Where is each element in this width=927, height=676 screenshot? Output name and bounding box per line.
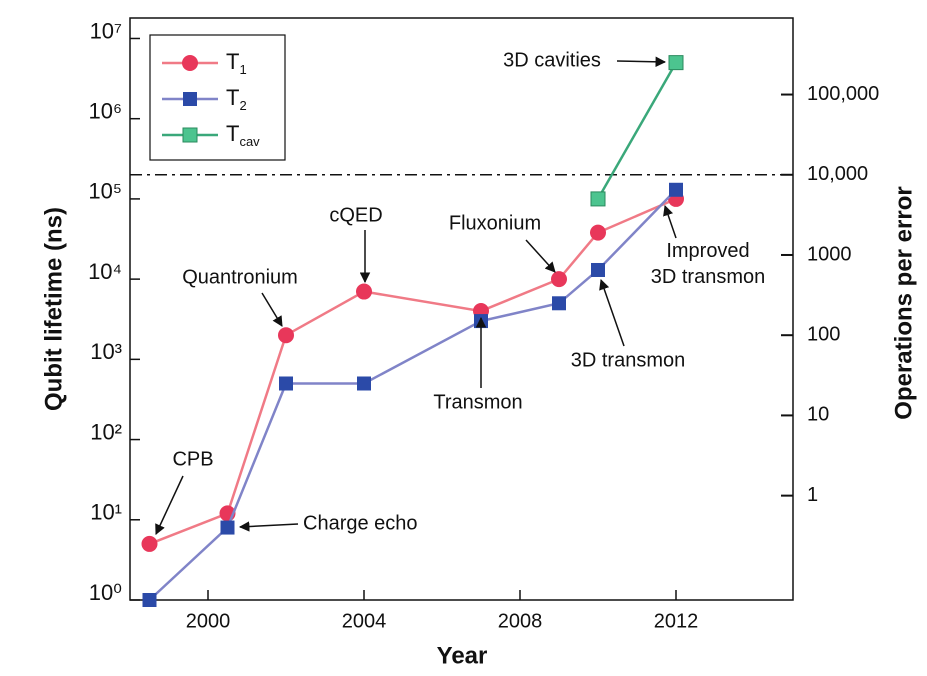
y2-tick-label: 10,000: [807, 163, 868, 185]
annotation-arrow: [616, 56, 667, 68]
annotation: Fluxonium: [449, 212, 541, 234]
y-axis-label: Qubit lifetime (ns): [40, 207, 67, 411]
y2-tick-label: 10: [807, 404, 829, 426]
point: [356, 283, 372, 300]
annotation: 3D cavities: [503, 49, 601, 71]
annotation-arrow: [599, 279, 625, 347]
annotation: Improved 3D transmon: [651, 240, 766, 288]
legend-label: Tcav: [226, 121, 260, 150]
legend-label-main: T: [226, 121, 239, 146]
legend-label-sub: cav: [239, 134, 260, 149]
point: [142, 593, 157, 607]
legend-box: [149, 34, 286, 161]
y-tick-label: 10⁷: [90, 18, 122, 43]
x-axis-label: Year: [437, 642, 488, 669]
y-tick-label: 10⁶: [88, 99, 122, 124]
legend-label-sub: 1: [239, 62, 246, 77]
series-line: [148, 188, 677, 601]
annotation-arrow: [155, 475, 184, 535]
y2-tick-label: 1000: [807, 243, 852, 265]
annotation: CPB: [172, 448, 213, 470]
y-tick-label: 10²: [90, 419, 122, 444]
legend-label-main: T: [226, 85, 239, 110]
annotation: cQED: [329, 204, 382, 226]
y-tick-label: 10⁰: [89, 580, 122, 605]
point: [279, 376, 293, 391]
x-tick-label: 2004: [342, 610, 387, 632]
series-line: [596, 62, 678, 200]
plot-frame: [129, 17, 794, 601]
annotation-arrow: [238, 521, 299, 532]
series-line: [149, 197, 677, 546]
annotation: Transmon: [433, 391, 522, 413]
y2-axis-label: Operations per error: [890, 186, 917, 419]
legend-marker: [183, 92, 197, 106]
y2-tick-label: 100,000: [807, 83, 879, 105]
x-tick-label: 2012: [654, 610, 699, 632]
y-tick-label: 10³: [90, 339, 122, 364]
annotation-arrow: [525, 239, 556, 273]
annotation: Charge echo: [303, 512, 418, 534]
point: [552, 296, 566, 311]
point: [668, 55, 684, 71]
annotation: Quantronium: [182, 266, 298, 288]
point: [551, 271, 567, 288]
y-tick-label: 10¹: [90, 500, 122, 525]
point: [590, 191, 606, 207]
legend-label: T1: [226, 49, 247, 78]
annotation-line: Improved: [666, 240, 749, 262]
x-tick-label: 2000: [186, 610, 231, 632]
y-tick-label: 10⁵: [88, 179, 122, 204]
legend-label-sub: 2: [239, 98, 246, 113]
y2-tick-label: 1: [807, 484, 818, 506]
point: [220, 520, 235, 535]
y2-tick-label: 100: [807, 323, 840, 345]
legend-marker: [182, 55, 198, 71]
point: [278, 327, 294, 344]
annotation-arrow: [663, 205, 677, 239]
y-tick-label: 10⁴: [88, 259, 122, 284]
point: [590, 224, 606, 241]
point: [357, 376, 371, 391]
point: [141, 535, 158, 552]
annotation-arrow: [261, 292, 283, 327]
legend-label: T2: [226, 85, 247, 114]
x-tick-label: 2008: [498, 610, 543, 632]
annotation-line: 3D transmon: [651, 266, 766, 288]
point: [591, 262, 605, 277]
legend-label-main: T: [226, 49, 239, 74]
point: [669, 182, 683, 197]
legend-marker: [182, 127, 198, 143]
annotation: 3D transmon: [571, 349, 686, 371]
